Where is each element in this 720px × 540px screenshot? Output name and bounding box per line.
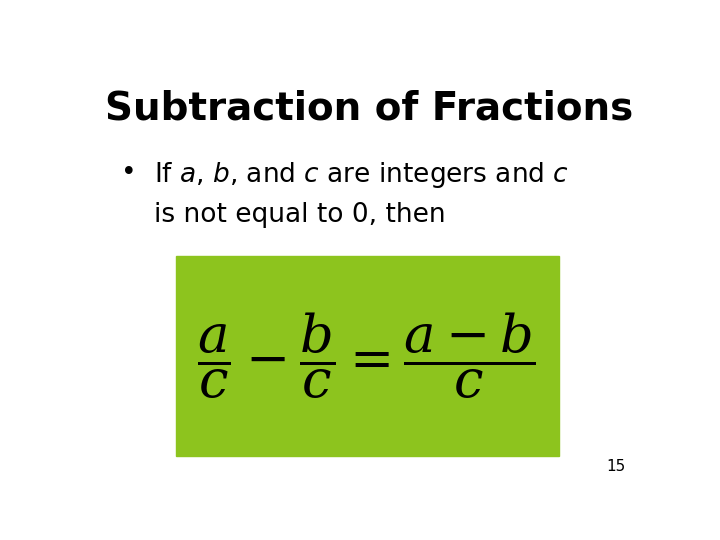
Text: 15: 15 [606, 460, 626, 474]
Text: •: • [121, 160, 137, 186]
Text: $\dfrac{a}{c} - \dfrac{b}{c} = \dfrac{a-b}{c}$: $\dfrac{a}{c} - \dfrac{b}{c} = \dfrac{a-… [197, 310, 536, 401]
Text: If $a$, $b$, and $c$ are integers and $c$: If $a$, $b$, and $c$ are integers and $c… [154, 160, 570, 191]
FancyBboxPatch shape [176, 256, 559, 456]
Text: is not equal to 0, then: is not equal to 0, then [154, 202, 446, 228]
Text: Subtraction of Fractions: Subtraction of Fractions [105, 90, 633, 128]
